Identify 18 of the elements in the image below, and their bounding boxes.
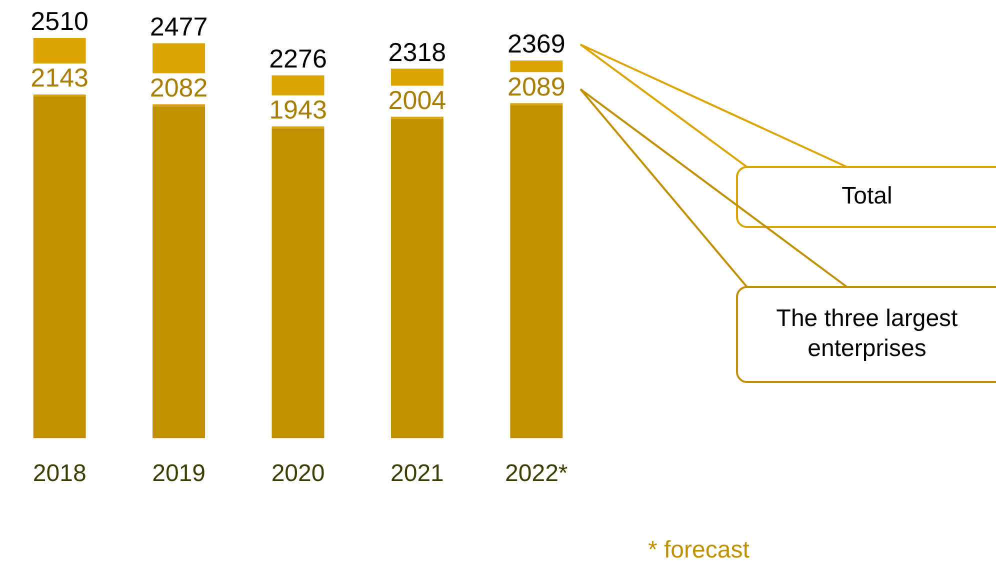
x-tick-label: 2020 [271, 460, 325, 488]
data-label: 2143 [30, 62, 89, 93]
text: The three largest enterprises [776, 305, 958, 362]
text: * forecast [648, 536, 750, 561]
total-label: 2276 [269, 43, 327, 74]
total-label: 2477 [150, 11, 208, 42]
data-label: 2082 [150, 72, 208, 102]
total-label: 2369 [507, 28, 566, 59]
total-label: 2318 [388, 36, 446, 67]
data-label: 1943 [269, 94, 327, 125]
x-tick-label: 2018 [32, 460, 86, 488]
x-tick-label: 2019 [152, 460, 206, 488]
total-label: 2510 [30, 6, 89, 36]
data-label: 2089 [507, 71, 566, 102]
data-label: 2004 [388, 84, 446, 115]
x-tick-label: 2021 [390, 460, 444, 488]
x-tick-label: 2022* [505, 460, 568, 488]
text: Total [842, 182, 892, 210]
